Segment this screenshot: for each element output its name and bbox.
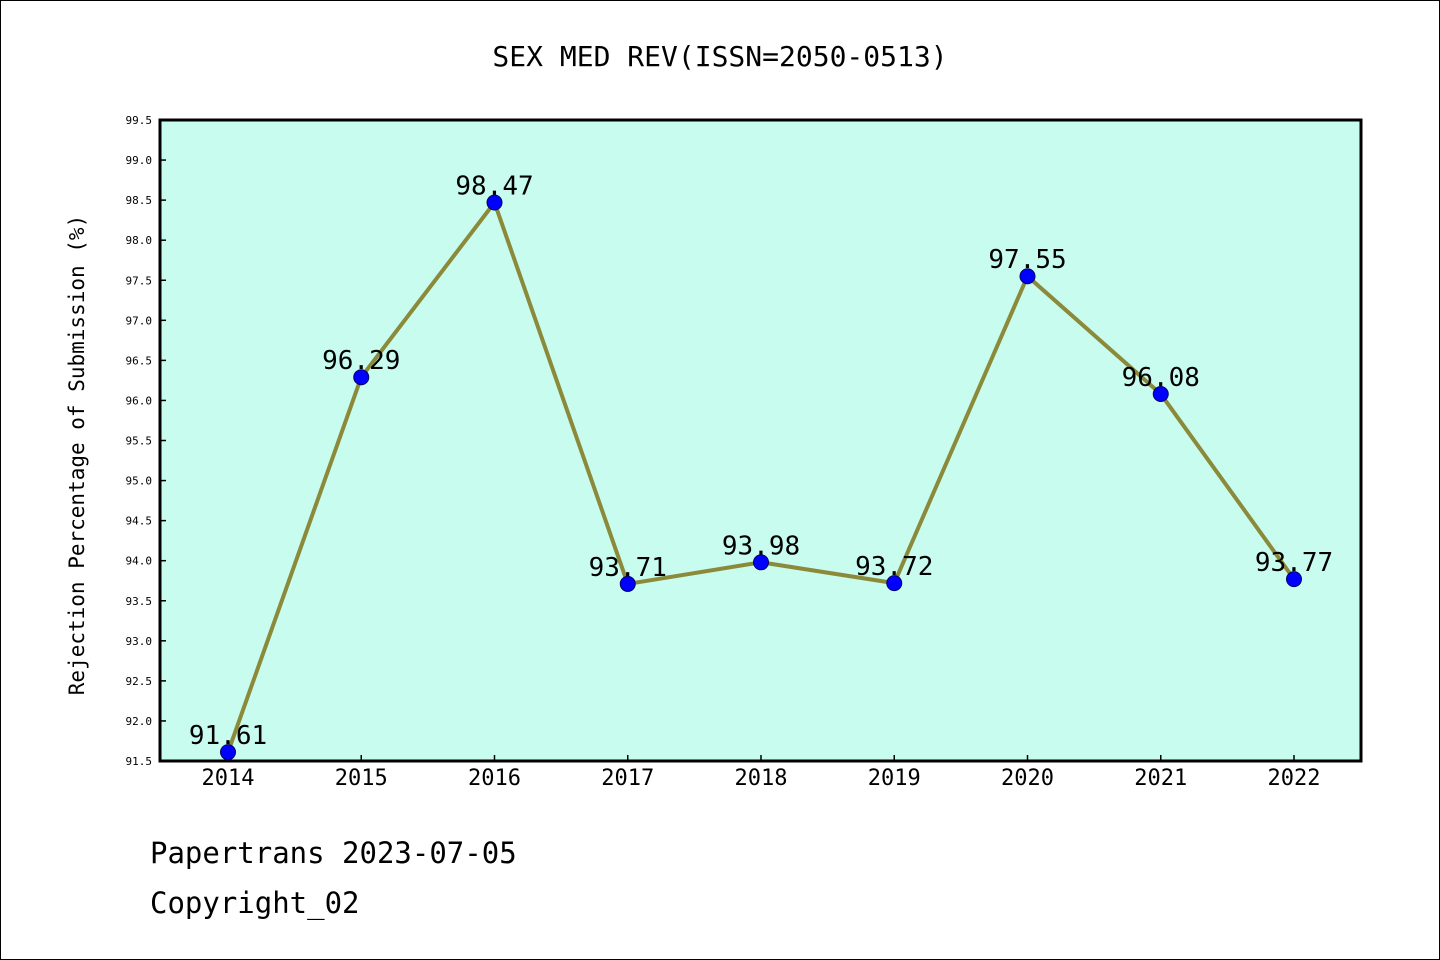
data-point-label: 91.61 xyxy=(189,721,267,751)
plot-area xyxy=(158,118,1363,763)
y-tick-label: 98.5 xyxy=(126,194,153,207)
y-tick-label: 95.0 xyxy=(126,475,153,488)
y-tick-label: 94.0 xyxy=(126,555,153,568)
data-point-marker xyxy=(886,575,903,592)
x-tick-label: 2020 xyxy=(1001,766,1054,791)
x-tick-label: 2021 xyxy=(1134,766,1187,791)
data-point-label: 93.72 xyxy=(855,552,933,582)
y-tick-label: 94.5 xyxy=(126,515,153,528)
chart-title: SEX MED REV(ISSN=2050-0513) xyxy=(492,40,947,73)
x-tick-label: 2019 xyxy=(868,766,921,791)
y-axis: 91.5 92.0 92.5 93.0 93.5 94.0 94.5 95.0 95.5 96.0… xyxy=(126,114,166,768)
x-axis: 2014 2015 2016 2017 2018 2019 2020 2021 2022 xyxy=(202,755,1321,791)
footer-date-line: Papertrans 2023-07-05 xyxy=(150,836,517,870)
data-point-label: 97.55 xyxy=(988,245,1066,275)
data-point-marker xyxy=(1152,386,1169,403)
y-tick-label: 97.0 xyxy=(126,314,153,327)
x-tick-label: 2014 xyxy=(202,766,255,791)
y-tick-label: 93.0 xyxy=(126,635,153,648)
y-axis-label: Rejection Percentage of Submission (%) xyxy=(65,215,89,695)
y-tick-label: 91.5 xyxy=(126,755,153,768)
y-tick-label: 97.5 xyxy=(126,274,153,287)
data-labels: 91.61 96.29 98.47 93.71 93.98 93.72 97.55 96.08… xyxy=(189,172,1333,752)
data-point-label: 96.08 xyxy=(1122,363,1200,393)
data-point-marker xyxy=(753,554,769,571)
y-tick-label: 96.5 xyxy=(126,354,153,367)
data-point-marker xyxy=(619,575,636,592)
x-tick-label: 2015 xyxy=(335,766,388,791)
data-point-label: 96.29 xyxy=(322,346,400,376)
footer-copyright-line: Copyright_02 xyxy=(150,886,360,920)
data-point-label: 93.98 xyxy=(722,531,800,561)
x-tick-label: 2017 xyxy=(601,766,654,791)
x-tick-label: 2016 xyxy=(468,766,521,791)
y-tick-label: 92.5 xyxy=(126,675,153,688)
data-point-marker xyxy=(486,194,503,211)
y-tick-label: 95.5 xyxy=(126,435,153,448)
y-tick-label: 93.5 xyxy=(126,595,153,608)
data-point-marker xyxy=(220,744,236,761)
series-markers xyxy=(220,194,1302,761)
y-tick-label: 96.0 xyxy=(126,394,153,407)
data-point-marker xyxy=(1286,571,1302,588)
y-tick-label: 92.0 xyxy=(126,715,153,728)
y-tick-label: 98.0 xyxy=(126,234,153,247)
y-tick-label: 99.5 xyxy=(126,114,153,127)
data-point-label: 98.47 xyxy=(455,172,533,202)
x-tick-label: 2018 xyxy=(735,766,788,791)
x-tick-label: 2022 xyxy=(1268,766,1321,791)
y-tick-label: 99.0 xyxy=(126,154,153,167)
data-point-label: 93.77 xyxy=(1255,548,1333,578)
data-point-label: 93.71 xyxy=(589,553,667,583)
data-point-marker xyxy=(1019,268,1036,285)
data-point-marker xyxy=(353,369,370,386)
